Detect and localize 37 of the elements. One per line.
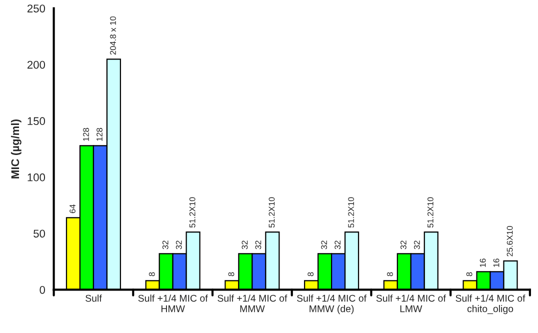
data-label: 16	[480, 258, 486, 267]
data-label: 32	[176, 240, 182, 250]
x-tick-label: Sulf +1/4 MIC of HMW	[138, 294, 208, 312]
data-label: 32	[242, 240, 248, 250]
data-label: 25.6X10	[506, 226, 513, 256]
data-label: 16	[493, 258, 500, 267]
y-tick-label: 50	[34, 230, 46, 238]
y-tick-label: 200	[27, 60, 46, 69]
x-tick-label: Sulf +1/4 MIC of MMW	[218, 294, 288, 312]
y-tick-label: 0	[40, 286, 46, 294]
data-label: 204.8 x 10	[110, 16, 116, 55]
data-label: 51.2X10	[427, 197, 434, 228]
x-tick-label: Sulf +1/4 MIC of MMW (de)	[296, 294, 367, 314]
data-label: 64	[70, 204, 76, 214]
data-label: 32	[414, 240, 420, 250]
data-label: 8	[308, 272, 314, 276]
data-label: 51.2X10	[189, 197, 196, 228]
data-label: 51.2X10	[348, 197, 354, 228]
data-label: 32	[162, 240, 168, 250]
x-tick-label: Sulf	[86, 294, 102, 302]
y-tick-label: 250	[27, 4, 46, 12]
x-tick-label: Sulf +1/4 MIC of chito_oligo	[456, 294, 526, 314]
data-label: 32	[255, 240, 262, 250]
x-tick-label: Sulf +1/4 MIC of LMW	[376, 294, 446, 312]
y-axis-title: MIC (µg/ml)	[10, 120, 22, 178]
data-label: 8	[387, 272, 393, 276]
data-label: 8	[148, 272, 155, 276]
data-label: 51.2X10	[268, 197, 275, 228]
data-label: 32	[334, 240, 341, 250]
data-label: 8	[466, 272, 472, 276]
data-label: 32	[400, 240, 406, 250]
y-tick-label: 100	[28, 173, 46, 182]
data-label: 32	[321, 240, 328, 250]
data-label: 128	[83, 128, 89, 141]
data-label: 128	[96, 128, 102, 141]
data-label: 8	[228, 272, 234, 276]
y-tick-label: 150	[28, 117, 46, 126]
